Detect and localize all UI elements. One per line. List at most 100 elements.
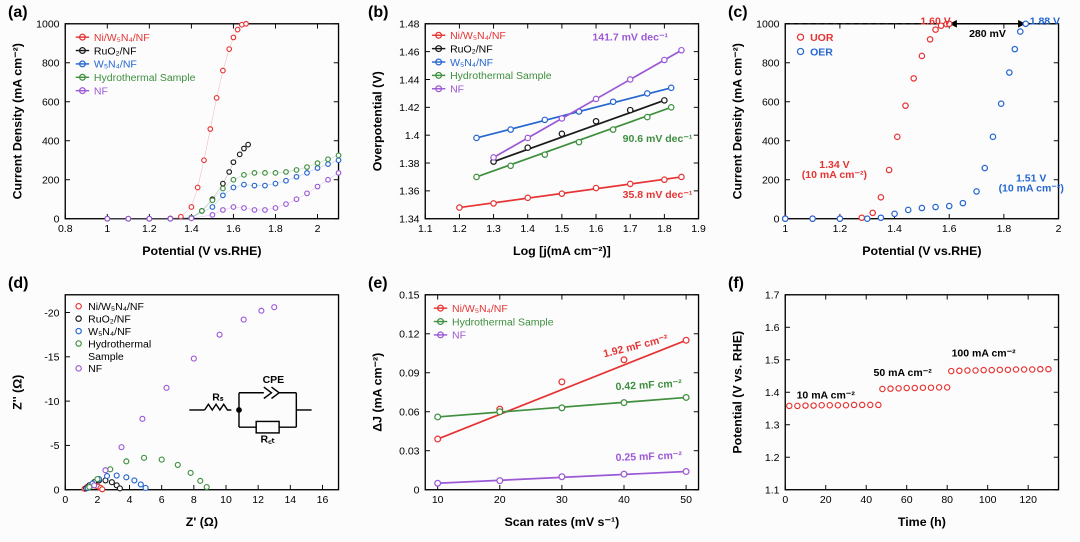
- svg-text:Sample: Sample: [88, 351, 124, 363]
- svg-text:1.4: 1.4: [765, 387, 780, 399]
- svg-text:2: 2: [1056, 223, 1062, 235]
- svg-text:CPE: CPE: [263, 374, 285, 386]
- svg-text:Rₛ: Rₛ: [212, 392, 224, 404]
- svg-text:1.8: 1.8: [268, 223, 283, 235]
- svg-text:-20: -20: [44, 308, 59, 320]
- svg-text:NF: NF: [88, 363, 102, 375]
- svg-text:14: 14: [284, 494, 296, 506]
- svg-text:1.3: 1.3: [486, 223, 501, 235]
- svg-text:200: 200: [42, 175, 60, 187]
- panel-a: (a)0.811.21.41.61.8202004006008001000Pot…: [0, 0, 360, 271]
- svg-text:6: 6: [159, 494, 165, 506]
- svg-text:280 mV: 280 mV: [969, 28, 1006, 40]
- svg-text:Potential (V vs.RHE): Potential (V vs.RHE): [862, 244, 981, 258]
- svg-text:80: 80: [941, 494, 953, 506]
- svg-text:0.8: 0.8: [58, 223, 73, 235]
- svg-text:0.03: 0.03: [399, 446, 420, 458]
- svg-text:0: 0: [782, 494, 788, 506]
- svg-text:1: 1: [104, 223, 110, 235]
- svg-text:0.06: 0.06: [399, 407, 420, 419]
- svg-text:1.88 V: 1.88 V: [1030, 16, 1060, 28]
- svg-text:1.1: 1.1: [418, 223, 433, 235]
- svg-text:0.12: 0.12: [399, 329, 420, 341]
- svg-text:RuO₂/NF: RuO₂/NF: [88, 314, 131, 326]
- svg-text:40: 40: [618, 494, 630, 506]
- svg-text:600: 600: [762, 97, 780, 109]
- svg-text:0: 0: [414, 485, 420, 497]
- svg-text:(10 mA cm⁻²): (10 mA cm⁻²): [999, 182, 1064, 194]
- panel-c: (c)11.21.41.61.8202004006008001000Potent…: [720, 0, 1080, 271]
- svg-text:141.7 mV dec⁻¹: 141.7 mV dec⁻¹: [592, 31, 668, 43]
- svg-text:Hydrothermal Sample: Hydrothermal Sample: [452, 317, 554, 329]
- svg-text:Time (h): Time (h): [898, 515, 946, 529]
- svg-text:1.4: 1.4: [887, 223, 902, 235]
- svg-text:35.8 mV dec⁻¹: 35.8 mV dec⁻¹: [623, 189, 693, 201]
- svg-text:1000: 1000: [756, 19, 780, 31]
- svg-text:1.44: 1.44: [399, 74, 420, 86]
- svg-text:W₅N₄/NF: W₅N₄/NF: [94, 59, 137, 71]
- svg-text:Ni/W₅N₄/NF: Ni/W₅N₄/NF: [94, 32, 150, 44]
- svg-text:1.8: 1.8: [657, 223, 672, 235]
- svg-text:0: 0: [54, 485, 60, 497]
- svg-text:0: 0: [774, 214, 780, 226]
- panel-label-b: (b): [368, 4, 388, 22]
- svg-text:1.36: 1.36: [399, 186, 420, 198]
- svg-text:1.5: 1.5: [765, 355, 780, 367]
- svg-text:-15: -15: [44, 352, 59, 364]
- svg-text:Current Density (mA cm⁻²): Current Density (mA cm⁻²): [730, 43, 744, 199]
- svg-text:R꜀ₜ: R꜀ₜ: [260, 434, 274, 446]
- svg-text:1.46: 1.46: [399, 46, 420, 58]
- svg-text:-10: -10: [44, 396, 59, 408]
- svg-text:0.15: 0.15: [399, 290, 420, 302]
- svg-text:1.7: 1.7: [765, 290, 780, 302]
- svg-text:1.5: 1.5: [555, 223, 570, 235]
- svg-text:400: 400: [762, 136, 780, 148]
- svg-text:1.42: 1.42: [399, 102, 420, 114]
- svg-text:RuO₂/NF: RuO₂/NF: [94, 45, 137, 57]
- svg-text:1.4: 1.4: [184, 223, 199, 235]
- svg-text:Scan rates (mV s⁻¹): Scan rates (mV s⁻¹): [504, 515, 619, 529]
- svg-text:1.6: 1.6: [765, 322, 780, 334]
- svg-text:Ni/W₅N₄/NF: Ni/W₅N₄/NF: [452, 303, 508, 315]
- svg-text:12: 12: [252, 494, 264, 506]
- svg-text:1.6: 1.6: [226, 223, 241, 235]
- svg-text:1.4: 1.4: [520, 223, 535, 235]
- svg-text:800: 800: [42, 58, 60, 70]
- svg-text:90.6 mV dec⁻¹: 90.6 mV dec⁻¹: [623, 133, 693, 145]
- svg-text:800: 800: [762, 58, 780, 70]
- svg-text:Log [j(mA cm⁻²)]: Log [j(mA cm⁻²)]: [513, 244, 611, 258]
- svg-text:50 mA cm⁻²: 50 mA cm⁻²: [874, 367, 933, 379]
- svg-text:W₅N₄/NF: W₅N₄/NF: [88, 326, 131, 338]
- svg-text:40: 40: [860, 494, 872, 506]
- svg-text:Hydrothermal Sample: Hydrothermal Sample: [450, 70, 552, 82]
- svg-text:NF: NF: [452, 330, 466, 342]
- svg-text:20: 20: [820, 494, 832, 506]
- svg-text:NF: NF: [94, 85, 108, 97]
- svg-text:1.6: 1.6: [589, 223, 604, 235]
- svg-text:1.7: 1.7: [623, 223, 638, 235]
- svg-text:(10 mA cm⁻²): (10 mA cm⁻²): [802, 169, 867, 181]
- svg-text:2: 2: [94, 494, 100, 506]
- svg-text:30: 30: [556, 494, 568, 506]
- svg-text:1.2: 1.2: [452, 223, 467, 235]
- svg-text:1.2: 1.2: [142, 223, 157, 235]
- svg-text:10 mA cm⁻²: 10 mA cm⁻²: [797, 390, 856, 402]
- svg-text:Ni/W₅N₄/NF: Ni/W₅N₄/NF: [88, 301, 144, 313]
- svg-text:1.9: 1.9: [691, 223, 706, 235]
- svg-text:1.8: 1.8: [997, 223, 1012, 235]
- svg-text:1.1: 1.1: [765, 485, 780, 497]
- panel-d: (d)02468101214160-5-10-15-20Z' (Ω)Z'' (Ω…: [0, 271, 360, 542]
- svg-text:0.42 mF cm⁻²: 0.42 mF cm⁻²: [615, 378, 682, 393]
- svg-text:2: 2: [315, 223, 321, 235]
- svg-text:OER: OER: [810, 46, 833, 58]
- panel-label-e: (e): [368, 275, 388, 293]
- svg-text:8: 8: [191, 494, 197, 506]
- svg-text:0.25 mF cm⁻²: 0.25 mF cm⁻²: [615, 450, 682, 464]
- svg-text:1.60 V: 1.60 V: [920, 16, 950, 28]
- svg-text:NF: NF: [450, 84, 464, 96]
- svg-text:600: 600: [42, 97, 60, 109]
- svg-text:60: 60: [901, 494, 913, 506]
- svg-text:0.09: 0.09: [399, 368, 420, 380]
- figure-grid: (a)0.811.21.41.61.8202004006008001000Pot…: [0, 0, 1080, 532]
- svg-text:1.3: 1.3: [765, 420, 780, 432]
